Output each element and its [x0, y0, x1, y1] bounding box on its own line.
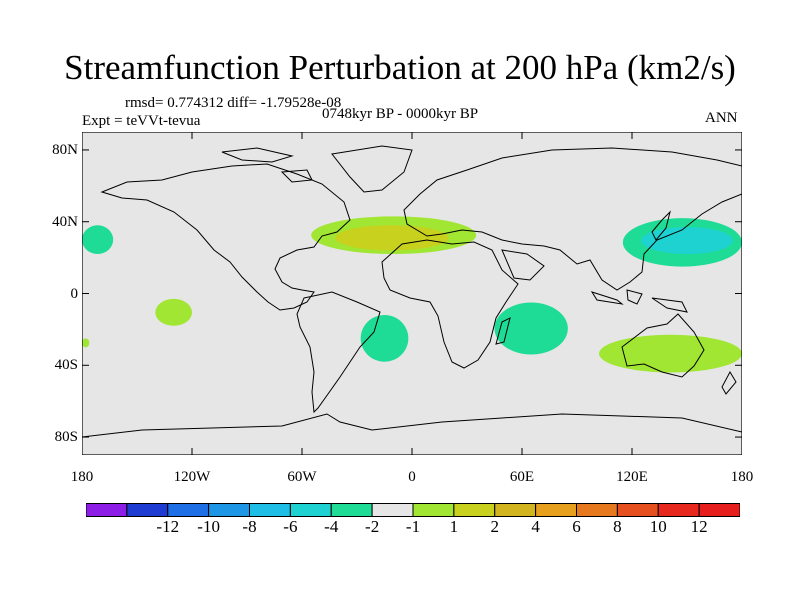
experiment-label: Expt = teVVt-tevua	[82, 113, 201, 129]
colorbar-box	[657, 503, 700, 517]
contour-e-pacific-tropics	[155, 298, 192, 326]
coastline-eurasia	[403, 147, 742, 291]
season-label: ANN	[705, 110, 738, 126]
colorbar-box	[535, 503, 577, 517]
colorbar-label: 8	[613, 517, 622, 536]
map-background	[82, 132, 742, 455]
colorbar-box	[330, 503, 373, 517]
contour-s-pacific-west-edge	[82, 338, 90, 348]
contour-s-indian	[494, 302, 568, 355]
lat-label: 80N	[52, 141, 78, 158]
coastline-madagascar	[495, 317, 511, 345]
lat-label: 0	[70, 285, 79, 302]
contour-dateline-west-edge	[82, 225, 114, 255]
coastline-arabia	[501, 249, 545, 281]
colorbar-label: -4	[324, 517, 339, 536]
colorbar-box	[698, 503, 740, 517]
lat-label: 40N	[52, 213, 78, 230]
coastline-new-zealand	[721, 370, 737, 395]
lon-label: 180	[730, 469, 754, 485]
coastline-greenland	[331, 145, 413, 193]
coastline-japan	[651, 210, 671, 241]
coastline-south-america	[296, 291, 381, 414]
colorbar-label: -1	[405, 517, 421, 536]
stats-text: rmsd= 0.774312 diff= -1.79528e-08	[125, 95, 342, 111]
colorbar-label: -8	[242, 517, 257, 536]
colorbar-label: 6	[572, 517, 581, 536]
coastline-australia	[621, 313, 705, 378]
contour-n-africa-atlantic-inner	[335, 225, 449, 251]
coastline-north-america	[100, 163, 351, 311]
map-plot	[82, 132, 742, 455]
colorbar-box	[167, 503, 210, 517]
lon-label: 60W	[287, 469, 317, 485]
map-panel	[82, 132, 742, 455]
lon-label: 120W	[173, 469, 211, 485]
contour-regions	[82, 216, 742, 373]
contour-australia-south	[599, 334, 742, 373]
colorbar-label: 10	[649, 517, 667, 536]
coastline-indonesia	[590, 289, 688, 313]
colorbar-label: 1	[449, 517, 459, 536]
lat-label: 40S	[54, 357, 78, 374]
colorbar-label: 12	[690, 517, 708, 536]
contour-s-atlantic	[360, 315, 409, 362]
colorbar	[86, 503, 740, 517]
coastlines	[82, 145, 742, 438]
colorbar-box	[126, 503, 169, 517]
colorbar-box	[289, 503, 332, 517]
colorbar-label: -6	[283, 517, 298, 536]
colorbar-label: -12	[156, 517, 180, 536]
coastline-antarctica	[82, 413, 742, 438]
axis-ticks	[82, 132, 742, 455]
colorbar-box	[371, 503, 414, 517]
period-label: 0748kyr BP - 0000kyr BP	[322, 106, 479, 122]
lon-label: 0	[408, 469, 416, 485]
colorbar-box	[412, 503, 455, 517]
lat-label: 80S	[54, 429, 78, 446]
lon-label: 60E	[509, 469, 535, 485]
lon-label: 180	[70, 469, 94, 485]
coastline-arctic-islands	[221, 147, 313, 183]
colorbar-label: -2	[365, 517, 380, 536]
lon-label: 120E	[616, 469, 648, 485]
colorbar-label: 4	[531, 517, 540, 536]
colorbar-box	[249, 503, 291, 517]
colorbar-label: 2	[490, 517, 500, 536]
colorbar-box	[86, 503, 128, 517]
colorbar-box	[208, 503, 250, 517]
coastline-africa	[381, 239, 519, 369]
colorbar-label: -10	[197, 517, 220, 536]
colorbar-box	[576, 503, 618, 517]
colorbar-box	[453, 503, 496, 517]
contour-w-pacific-inner	[641, 227, 733, 255]
colorbar-box	[494, 503, 537, 517]
chart-title: Streamfunction Perturbation at 200 hPa (…	[64, 48, 736, 87]
colorbar-box	[616, 503, 659, 517]
